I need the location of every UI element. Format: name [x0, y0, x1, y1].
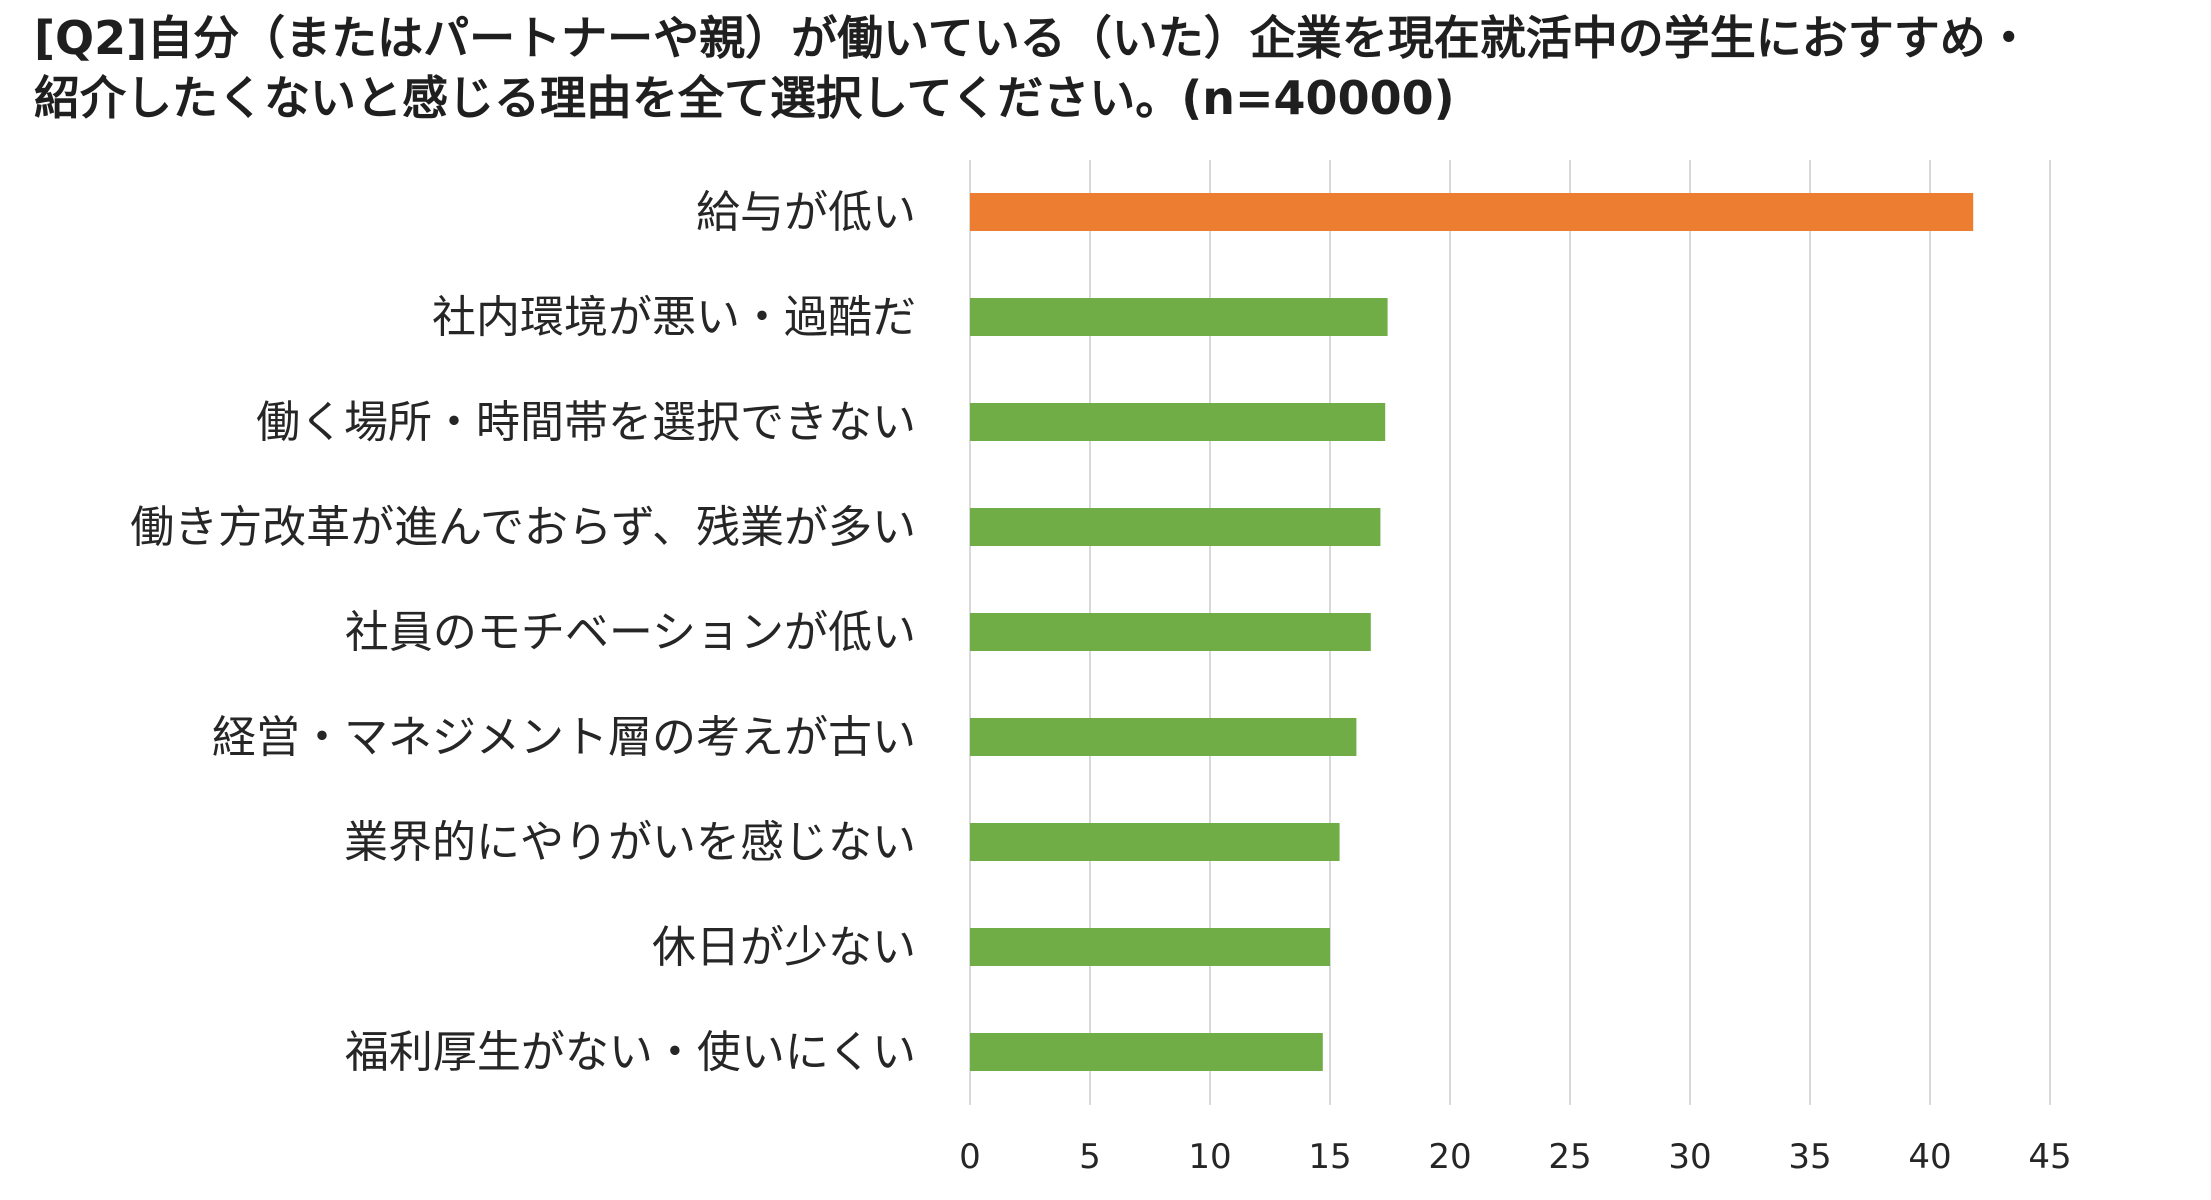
category-label: 給与が低い — [696, 187, 916, 238]
x-tick-label: 15 — [1308, 1137, 1351, 1177]
chart-title-line-1: [Q2]自分（またはパートナーや親）が働いている（いた）企業を現在就活中の学生に… — [34, 11, 2032, 65]
category-labels: 給与が低い社内環境が悪い・過酷だ働く場所・時間帯を選択できない働き方改革が進んで… — [130, 187, 916, 1078]
bar — [970, 823, 1340, 861]
bar — [970, 193, 1974, 231]
category-label: 経営・マネジメント層の考えが古い — [212, 712, 916, 763]
bar — [970, 718, 1357, 756]
bar — [970, 1033, 1323, 1071]
chart-title-line-2: 紹介したくないと感じる理由を全て選択してください。(n=40000) — [34, 71, 1455, 125]
x-tick-label: 10 — [1188, 1137, 1231, 1177]
x-tick-label: 40 — [1908, 1137, 1951, 1177]
bar — [970, 928, 1330, 966]
bar — [970, 613, 1371, 651]
category-label: 働き方改革が進んでおらず、残業が多い — [130, 502, 916, 553]
category-label: 社員のモチベーションが低い — [345, 607, 916, 658]
category-label: 社内環境が悪い・過酷だ — [432, 292, 916, 343]
bar — [970, 403, 1386, 441]
x-tick-label: 5 — [1079, 1137, 1101, 1177]
category-label: 福利厚生がない・使いにくい — [345, 1027, 916, 1078]
chart-title: [Q2]自分（またはパートナーや親）が働いている（いた）企業を現在就活中の学生に… — [34, 8, 2184, 128]
x-tick-label: 45 — [2028, 1137, 2071, 1177]
x-tick-label: 25 — [1548, 1137, 1591, 1177]
category-label: 働く場所・時間帯を選択できない — [256, 397, 916, 448]
bar — [970, 508, 1381, 546]
x-tick-label: 35 — [1788, 1137, 1831, 1177]
x-axis-tick-labels: 0 5 10 15 20 25 30 35 40 45 — [959, 1137, 2071, 1177]
bar — [970, 298, 1388, 336]
x-tick-label: 30 — [1668, 1137, 1711, 1177]
category-label: 業界的にやりがいを感じない — [344, 817, 916, 868]
category-label: 休日が少ない — [652, 922, 916, 973]
x-tick-label: 20 — [1428, 1137, 1471, 1177]
x-tick-label: 0 — [959, 1137, 981, 1177]
bars — [970, 193, 1974, 1071]
